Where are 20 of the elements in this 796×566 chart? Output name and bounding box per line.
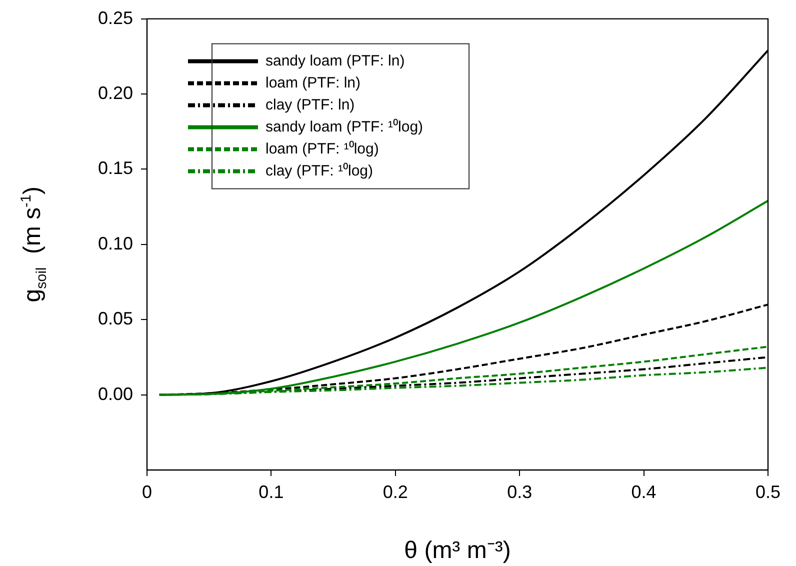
legend-label: sandy loam (PTF: ln) <box>266 52 405 70</box>
y-tick-label: 0.25 <box>98 8 133 28</box>
y-axis-title: gsoil (m s-1) <box>18 186 50 302</box>
x-tick-label: 0.3 <box>507 482 532 502</box>
x-tick-label: 0.4 <box>631 482 656 502</box>
y-tick-label: 0.00 <box>98 384 133 404</box>
x-tick-label: 0 <box>142 482 152 502</box>
legend-label: loam (PTF: ¹⁰log) <box>266 140 379 158</box>
x-tick-label: 0.2 <box>382 482 408 502</box>
legend-label: clay (PTF: ln) <box>266 96 355 114</box>
x-tick-label: 0.1 <box>258 482 284 502</box>
x-tick-label: 0.5 <box>755 482 781 502</box>
y-tick-label: 0.20 <box>98 82 133 103</box>
legend-label: sandy loam (PTF: ¹⁰log) <box>266 118 424 136</box>
y-tick-label: 0.10 <box>98 233 133 254</box>
legend-label: loam (PTF: ln) <box>266 74 361 92</box>
x-axis-title: θ (m³ m⁻³) <box>404 537 511 564</box>
y-tick-label: 0.15 <box>98 158 133 178</box>
y-tick-label: 0.05 <box>98 308 133 329</box>
legend-label: clay (PTF: ¹⁰log) <box>266 162 374 180</box>
